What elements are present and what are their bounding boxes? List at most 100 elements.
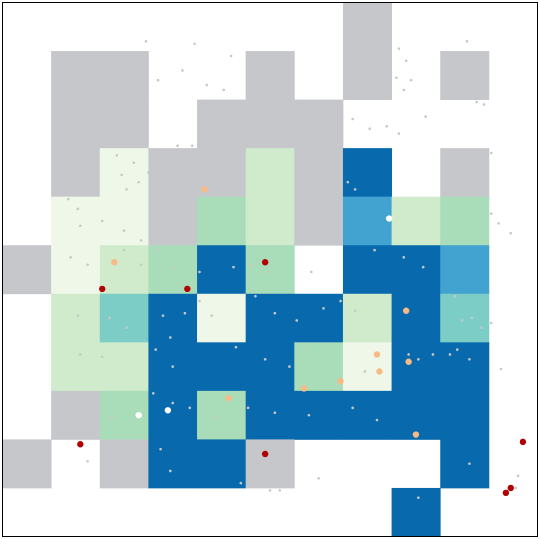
small-gray-point (453, 294, 457, 298)
small-gray-point (273, 311, 277, 315)
small-gray-point (137, 180, 140, 184)
dark-red-point (184, 285, 191, 293)
dark-red-point (519, 438, 527, 446)
small-gray-point (66, 197, 70, 201)
small-gray-point (397, 132, 401, 135)
heatmap-cell (51, 51, 101, 100)
heatmap-cell (197, 196, 247, 246)
heatmap-cell (148, 245, 198, 295)
heatmap-cell (294, 196, 344, 246)
dark-red-point (77, 441, 84, 448)
small-gray-point (402, 88, 406, 92)
small-gray-point (171, 365, 175, 368)
small-gray-point (455, 348, 459, 351)
heatmap-cell (294, 99, 344, 149)
small-gray-point (258, 59, 262, 63)
small-gray-point (509, 231, 513, 235)
heatmap-cell (440, 148, 490, 198)
small-gray-point (86, 413, 89, 417)
heatmap-cell (148, 439, 198, 489)
small-gray-point (183, 311, 187, 315)
small-gray-point (154, 348, 157, 351)
heatmap-cell (245, 51, 295, 100)
heatmap-cell (342, 390, 392, 440)
small-gray-point (402, 256, 406, 259)
small-gray-point (169, 336, 172, 339)
peach-point (111, 259, 118, 266)
small-gray-point (295, 319, 299, 322)
small-gray-point (417, 358, 420, 361)
small-gray-point (397, 47, 401, 50)
small-gray-point (190, 144, 194, 148)
heatmap-cell (148, 390, 198, 440)
small-gray-point (468, 462, 471, 465)
small-gray-point (353, 188, 357, 191)
small-gray-point (460, 319, 464, 322)
heatmap-cell (342, 245, 392, 295)
heatmap-cell (51, 293, 101, 343)
heatmap-cell (342, 148, 392, 198)
heatmap-cell (342, 342, 392, 392)
peach-point (376, 368, 383, 375)
heatmap-cell (197, 293, 247, 343)
scatter-points (54, 40, 527, 499)
small-gray-point (421, 265, 425, 269)
heatmap-cell (99, 51, 149, 100)
small-gray-point (193, 42, 196, 46)
small-gray-point (132, 161, 136, 164)
small-gray-point (288, 365, 291, 368)
small-gray-point (139, 263, 143, 266)
heatmap-cell (99, 196, 149, 246)
small-gray-point (125, 326, 128, 330)
heatmap-cell (197, 245, 247, 295)
heatmap-cell (391, 196, 441, 246)
small-gray-point (249, 263, 252, 266)
small-gray-point (147, 171, 150, 174)
dark-red-point (261, 259, 269, 266)
small-gray-point (54, 411, 58, 415)
small-gray-point (266, 270, 269, 274)
heatmap-cell (99, 245, 149, 295)
heatmap-cell (197, 342, 247, 392)
dark-red-point (502, 489, 510, 497)
heatmap-cell (51, 245, 101, 295)
small-gray-point (188, 406, 192, 410)
small-gray-point (375, 418, 379, 422)
small-gray-point (409, 78, 413, 82)
peach-point (405, 358, 412, 365)
heatmap-cell (148, 196, 198, 246)
small-gray-point (363, 370, 367, 373)
small-gray-point (351, 406, 354, 410)
small-gray-point (139, 239, 143, 242)
small-gray-point (161, 314, 165, 317)
small-gray-point (156, 248, 160, 252)
small-gray-point (125, 188, 128, 191)
white-point (135, 411, 142, 419)
small-gray-point (470, 316, 474, 320)
small-gray-point (310, 270, 313, 274)
small-gray-point (144, 40, 148, 43)
small-gray-point (339, 299, 342, 303)
heatmap-cell (440, 196, 490, 246)
small-gray-point (76, 207, 80, 211)
small-gray-point (198, 299, 201, 303)
small-gray-point (317, 476, 320, 480)
small-gray-point (79, 224, 82, 228)
small-gray-point (205, 83, 209, 87)
small-gray-point (222, 88, 226, 92)
heatmap-cell (148, 293, 198, 343)
small-gray-point (254, 294, 257, 298)
small-gray-point (499, 367, 503, 371)
small-gray-point (108, 316, 111, 320)
heatmap-cell (440, 390, 490, 440)
heatmap-cell (99, 293, 149, 343)
small-gray-point (100, 219, 104, 223)
small-gray-point (239, 481, 243, 485)
heatmap-cell (342, 293, 392, 343)
small-gray-point (468, 358, 471, 361)
dark-red-point (261, 450, 269, 458)
small-gray-point (417, 496, 420, 499)
heatmap-cell (245, 342, 295, 392)
small-gray-point (122, 229, 126, 232)
